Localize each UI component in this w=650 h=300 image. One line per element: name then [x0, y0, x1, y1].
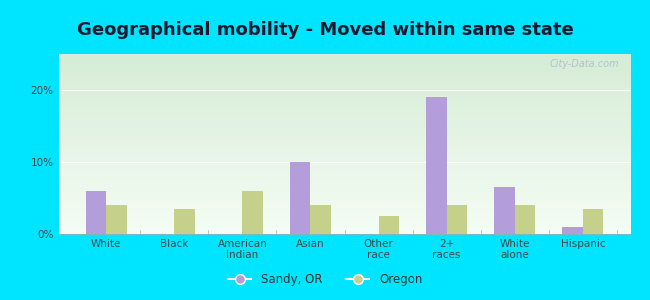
Bar: [378, 216, 399, 234]
Bar: [242, 191, 263, 234]
Bar: [311, 205, 331, 234]
Bar: [290, 162, 311, 234]
Bar: [583, 209, 603, 234]
Bar: [515, 205, 535, 234]
Bar: [86, 191, 106, 234]
Text: Geographical mobility - Moved within same state: Geographical mobility - Moved within sam…: [77, 21, 573, 39]
Bar: [494, 187, 515, 234]
Legend: Sandy, OR, Oregon: Sandy, OR, Oregon: [223, 269, 427, 291]
Bar: [562, 227, 583, 234]
Bar: [174, 209, 195, 234]
Bar: [106, 205, 127, 234]
Text: City-Data.com: City-Data.com: [549, 59, 619, 69]
Bar: [426, 97, 447, 234]
Bar: [447, 205, 467, 234]
